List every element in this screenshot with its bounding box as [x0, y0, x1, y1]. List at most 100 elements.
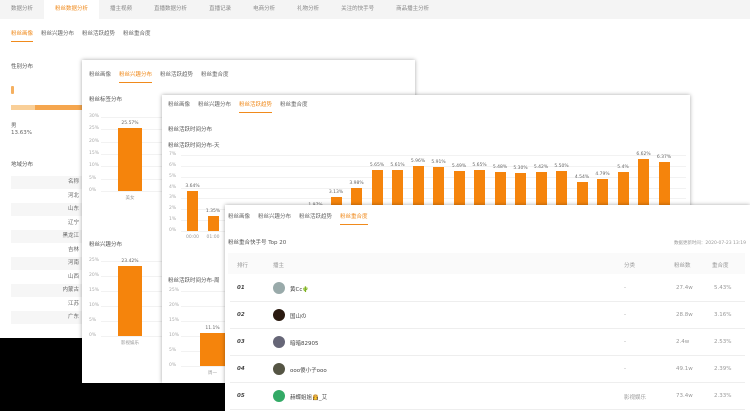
overlap-rate: 2.39% [714, 366, 732, 372]
data-label: 6.62% [636, 152, 651, 158]
data-label: 5.61% [390, 163, 405, 169]
y-tick-label: 10% [89, 163, 100, 169]
tab-fan-activity[interactable]: 粉丝活跃趋势 [82, 31, 116, 37]
bar[interactable] [433, 166, 444, 231]
data-label: 5.96% [410, 159, 426, 165]
avatar[interactable] [273, 282, 285, 294]
y-tick-label: 5% [169, 173, 177, 179]
region-row: 河南 [11, 257, 83, 270]
bar[interactable] [453, 171, 465, 231]
region-row: 辽宁 [11, 216, 83, 230]
table-header: 排行 播主 分类 粉丝数 重合度 [228, 253, 745, 274]
table-row[interactable]: 05 赫蝶姐姐👸_艾 影视娱乐 73.4w 2.33% [230, 383, 745, 410]
nav-tab[interactable]: 直播数据分析 New [143, 0, 198, 19]
region-row: 吉林 [11, 243, 83, 257]
y-tick-label: 5% [89, 318, 97, 323]
tab-fan-activity[interactable]: 粉丝活跃趋势 [239, 100, 273, 113]
streamer-name[interactable]: ooo傻小子ooo [290, 368, 327, 374]
nav-tab[interactable]: 数据分析 [0, 0, 44, 19]
bar[interactable] [617, 172, 629, 231]
data-label: 5.30% [513, 166, 528, 172]
nav-tab[interactable]: 商品播主分析 New [385, 0, 440, 19]
nav-tab[interactable]: 播主视频 [99, 0, 143, 19]
bar[interactable] [515, 173, 526, 231]
fans-count: 28.8w [676, 312, 693, 318]
bar[interactable] [200, 332, 225, 366]
gender-bar [11, 105, 91, 110]
tab-fan-overlap[interactable]: 粉丝重合度 [201, 72, 229, 78]
nav-tab[interactable]: 礼物分析 New [286, 0, 330, 19]
male-label: 男 [11, 123, 17, 129]
tab-fan-interest[interactable]: 粉丝兴趣分布 [119, 70, 153, 83]
gender-title: 性别分布 [11, 64, 34, 70]
bar[interactable] [118, 127, 142, 191]
nav-tab-label: 播主视频 [110, 6, 133, 12]
tab-fan-activity[interactable]: 粉丝活跃趋势 [299, 214, 333, 220]
y-tick-label: 25% [89, 258, 100, 263]
nav-tab-label: 电商分析 [253, 6, 276, 12]
header-fans[interactable]: 粉丝数 [674, 263, 691, 269]
data-label: 5.50% [554, 164, 569, 170]
interest-title: 粉丝兴趣分布 [89, 242, 123, 248]
data-label: 4.79% [595, 171, 610, 177]
avatar[interactable] [273, 363, 285, 375]
header-overlap[interactable]: 重合度 [712, 263, 729, 269]
header-streamer: 播主 [273, 263, 285, 269]
bar[interactable] [556, 171, 567, 231]
category: - [624, 312, 626, 318]
streamer-name[interactable]: 暗暗82905 [290, 341, 319, 347]
table-row[interactable]: 01 黄Cc🌵 - 27.4w 5.43% [230, 275, 745, 302]
table-row[interactable]: 04 ooo傻小子ooo - 49.1w 2.39% [230, 356, 745, 383]
data-label: 1.35% [205, 209, 221, 215]
bar[interactable] [207, 216, 219, 231]
y-tick-label: 15% [169, 318, 180, 323]
overlap-rate: 2.53% [714, 339, 732, 345]
table-row[interactable]: 03 暗暗82905 - 2.4w 2.53% [230, 329, 745, 356]
bar[interactable] [412, 166, 424, 231]
y-tick-label: 0% [89, 333, 97, 338]
tab-fan-overlap[interactable]: 粉丝重合度 [340, 212, 368, 225]
tab-fan-portrait[interactable]: 粉丝画像 [168, 102, 191, 108]
tab-fan-overlap[interactable]: 粉丝重合度 [123, 31, 151, 37]
nav-tab[interactable]: 粉丝数据分析 [44, 0, 100, 19]
avatar[interactable] [273, 336, 285, 348]
streamer-name[interactable]: 赫蝶姐姐👸_艾 [290, 395, 328, 401]
avatar[interactable] [273, 390, 285, 402]
new-badge: New [272, 0, 284, 2]
bar[interactable] [118, 265, 142, 336]
streamer-name[interactable]: 国山の [290, 314, 307, 320]
bar[interactable] [638, 159, 649, 231]
activity-title: 粉丝活跃时间分布 [168, 127, 213, 133]
bar[interactable] [371, 169, 383, 231]
bar[interactable] [597, 178, 608, 231]
fan-overlap-panel: 粉丝画像 粉丝兴趣分布 粉丝活跃趋势 粉丝重合度 粉丝重合快手号 Top 20 … [225, 205, 750, 411]
tab-fan-interest[interactable]: 粉丝兴趣分布 [41, 31, 75, 37]
nav-tab[interactable]: 关注的快手号 New [330, 0, 385, 19]
bar[interactable] [392, 170, 403, 231]
tab-fan-portrait[interactable]: 粉丝画像 [89, 72, 112, 78]
bar[interactable] [187, 191, 198, 231]
bar[interactable] [658, 161, 670, 231]
tab-fan-activity[interactable]: 粉丝活跃趋势 [160, 72, 194, 78]
y-tick-label: 5% [89, 175, 97, 181]
y-tick-label: 4% [169, 184, 177, 190]
tab-fan-interest[interactable]: 粉丝兴趣分布 [258, 214, 292, 220]
bar[interactable] [535, 172, 547, 231]
bar[interactable] [474, 169, 485, 231]
tab-fan-interest[interactable]: 粉丝兴趣分布 [198, 102, 232, 108]
week-chart-title: 粉丝活跃时间分布-周 [168, 278, 220, 284]
table-row[interactable]: 02 国山の - 28.8w 3.16% [230, 302, 745, 329]
gridline [181, 155, 686, 156]
nav-tab[interactable]: 直播记录 New [198, 0, 242, 19]
tab-fan-portrait[interactable]: 粉丝画像 [228, 214, 251, 220]
tab-fan-overlap[interactable]: 粉丝重合度 [280, 102, 308, 108]
nav-tab-label: 商品播主分析 [396, 6, 430, 12]
bar[interactable] [494, 171, 506, 231]
streamer-name[interactable]: 黄Cc🌵 [290, 287, 310, 293]
tab-fan-portrait[interactable]: 粉丝画像 [11, 29, 34, 42]
y-tick-label: 2% [169, 206, 177, 212]
avatar[interactable] [273, 309, 285, 321]
nav-tab[interactable]: 电商分析 New [242, 0, 286, 19]
x-tick-label: 00:00 [186, 235, 199, 240]
new-badge: New [228, 0, 240, 2]
